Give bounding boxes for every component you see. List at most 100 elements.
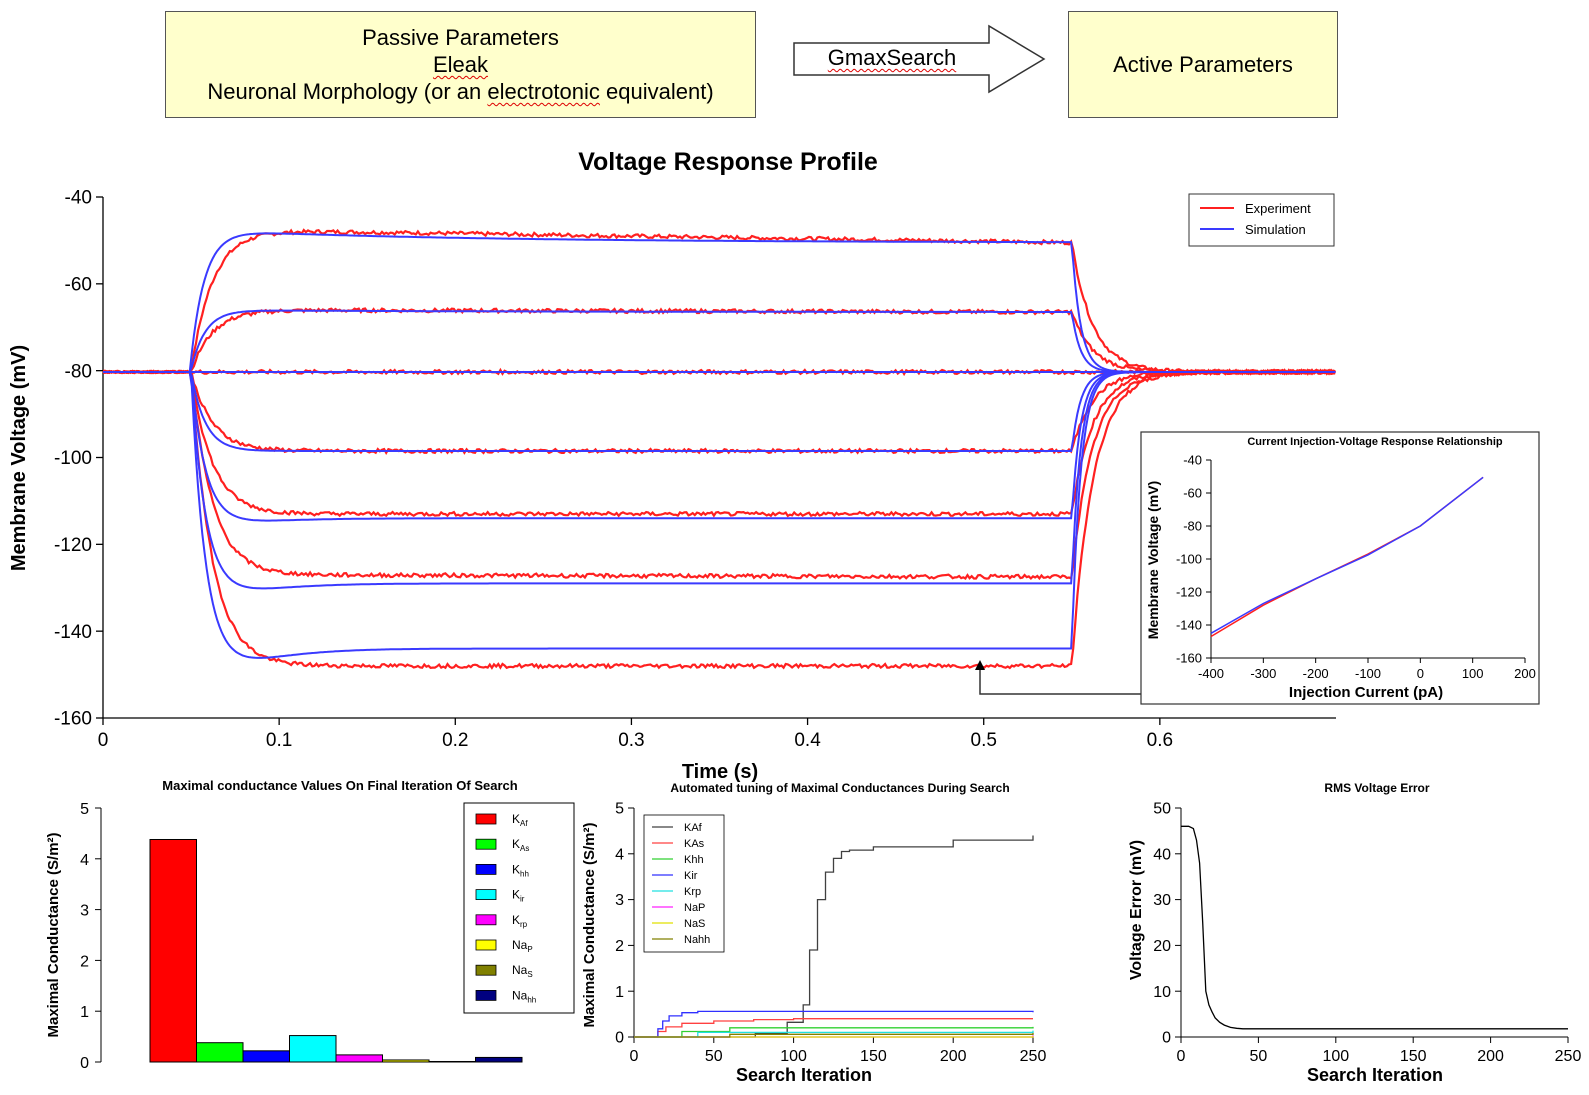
y-tick-label: 1 bbox=[615, 984, 624, 1001]
y-tick-label: -80 bbox=[1183, 519, 1202, 534]
annotation-arrow bbox=[979, 668, 1145, 695]
y-tick-label: 20 bbox=[1153, 938, 1171, 955]
series-kaf bbox=[634, 835, 1034, 1038]
y-tick-label: 10 bbox=[1153, 984, 1171, 1001]
bar-kas bbox=[196, 1042, 244, 1063]
legend-label: KAf bbox=[512, 812, 528, 828]
x-tick-label: 0.6 bbox=[1147, 730, 1173, 751]
x-tick-label: 200 bbox=[1514, 666, 1536, 681]
legend-label: Nahh bbox=[684, 934, 710, 946]
x-tick-label: 150 bbox=[1400, 1048, 1427, 1065]
legend-label: NaP bbox=[684, 902, 705, 914]
eleak-label: Eleak bbox=[432, 52, 489, 77]
x-tick-label: 250 bbox=[1555, 1048, 1582, 1065]
y-tick-label: -100 bbox=[54, 448, 92, 469]
x-tick-label: -400 bbox=[1198, 666, 1224, 681]
series-nahh bbox=[634, 1032, 1034, 1038]
active-parameters-box: Active Parameters bbox=[1068, 11, 1338, 118]
experiment-trace-2 bbox=[103, 306, 1336, 376]
x-tick-label: 0 bbox=[1417, 666, 1424, 681]
x-tick-label: -200 bbox=[1303, 666, 1329, 681]
inset-x-label: Injection Current (pA) bbox=[1289, 684, 1443, 701]
legend: Experiment Simulation bbox=[1188, 193, 1335, 247]
legend-swatch bbox=[475, 864, 497, 875]
y-tick-label: 4 bbox=[615, 846, 624, 863]
legend-label: NaS bbox=[684, 918, 705, 930]
x-tick-label: 50 bbox=[705, 1048, 723, 1065]
y-tick-label: -160 bbox=[1176, 651, 1202, 666]
legend-label: Experiment bbox=[1245, 201, 1311, 216]
y-tick-label: 2 bbox=[615, 938, 624, 955]
x-tick-label: 0.4 bbox=[794, 730, 821, 751]
legend-box bbox=[643, 814, 725, 953]
y-tick-label: 3 bbox=[615, 892, 624, 909]
x-tick-label: 150 bbox=[860, 1048, 887, 1065]
legend-swatch bbox=[475, 990, 497, 1001]
x-tick-label: 0 bbox=[630, 1048, 639, 1065]
x-tick-label: 200 bbox=[1477, 1048, 1504, 1065]
voltage-response-chart: -40 -60 -80 -100 -120 -140 -160 0 0.1 0.2 0.3 0.4 0.… bbox=[8, 148, 1337, 783]
tuning-x-label: Search Iteration bbox=[736, 1065, 872, 1085]
legend-label: Simulation bbox=[1245, 222, 1306, 237]
x-tick-label: 0.2 bbox=[442, 730, 468, 751]
x-tick-label: -300 bbox=[1250, 666, 1276, 681]
y-tick-label: 3 bbox=[80, 903, 89, 920]
legend-label: KAf bbox=[684, 822, 703, 834]
rms-error-line bbox=[1181, 825, 1568, 1030]
legend-swatch bbox=[475, 964, 497, 976]
chart-title: Voltage Response Profile bbox=[578, 148, 878, 176]
x-tick-label: 0.3 bbox=[618, 730, 644, 751]
inset-title: Current Injection-Voltage Response Relat… bbox=[1247, 436, 1503, 448]
bar-nas bbox=[428, 1060, 476, 1063]
legend-label: Khh bbox=[512, 862, 529, 878]
x-tick-label: 0.1 bbox=[266, 730, 292, 751]
tuning-y-label: Maximal Conductance (S/m²) bbox=[581, 822, 598, 1027]
y-tick-label: -80 bbox=[65, 361, 92, 382]
y-tick-label: 0 bbox=[80, 1055, 89, 1072]
y-tick-label: -120 bbox=[54, 535, 92, 556]
simulation-trace-2 bbox=[103, 309, 1336, 373]
rms-y-label: Voltage Error (mV) bbox=[1128, 840, 1145, 980]
legend-label: Kir bbox=[512, 888, 525, 904]
legend-box bbox=[1188, 193, 1335, 247]
x-tick-label: 200 bbox=[940, 1048, 967, 1065]
legend-label: NaP bbox=[512, 938, 533, 954]
passive-parameters-box: Passive Parameters Eleak Neuronal Morpho… bbox=[165, 11, 756, 118]
legend-swatch bbox=[475, 838, 497, 850]
legend-swatch bbox=[475, 889, 497, 900]
bar-kir bbox=[289, 1035, 337, 1063]
legend-label: KAs bbox=[684, 838, 705, 850]
passive-parameters-label: Passive Parameters bbox=[362, 25, 559, 50]
annotation-arrowhead bbox=[975, 660, 985, 670]
x-tick-label: -100 bbox=[1355, 666, 1381, 681]
bar-legend: KAf KAs Khh Kir Krp NaP NaS Nahh bbox=[463, 802, 575, 1014]
y-tick-label: 40 bbox=[1153, 846, 1171, 863]
x-tick-label: 0 bbox=[1177, 1048, 1186, 1065]
y-tick-label: 0 bbox=[1162, 1030, 1171, 1047]
y-tick-label: 1 bbox=[80, 1004, 89, 1021]
series-kir bbox=[634, 1010, 1034, 1038]
legend-swatch bbox=[475, 939, 497, 951]
tuning-title: Automated tuning of Maximal Conductances… bbox=[670, 781, 1009, 795]
y-tick-label: 4 bbox=[80, 852, 89, 869]
y-tick-label: -160 bbox=[54, 709, 92, 730]
legend-label: Khh bbox=[684, 854, 704, 866]
bar-khh bbox=[242, 1050, 290, 1063]
bar-nap bbox=[382, 1059, 430, 1063]
y-tick-label: 5 bbox=[615, 801, 624, 818]
inset-y-label: Membrane Voltage (mV) bbox=[1145, 481, 1161, 639]
bar-chart-title: Maximal conductance Values On Final Iter… bbox=[162, 778, 517, 793]
y-tick-label: 30 bbox=[1153, 892, 1171, 909]
y-tick-label: -100 bbox=[1176, 552, 1202, 567]
legend-label: Kir bbox=[684, 870, 698, 882]
legend-swatch bbox=[475, 813, 497, 825]
x-tick-label: 100 bbox=[1462, 666, 1484, 681]
x-tick-label: 0.5 bbox=[971, 730, 997, 751]
y-tick-label: -40 bbox=[65, 188, 92, 209]
y-tick-label: 0 bbox=[615, 1030, 624, 1047]
y-tick-label: -60 bbox=[1183, 486, 1202, 501]
legend-swatch bbox=[475, 914, 497, 926]
y-tick-label: -120 bbox=[1176, 585, 1202, 600]
